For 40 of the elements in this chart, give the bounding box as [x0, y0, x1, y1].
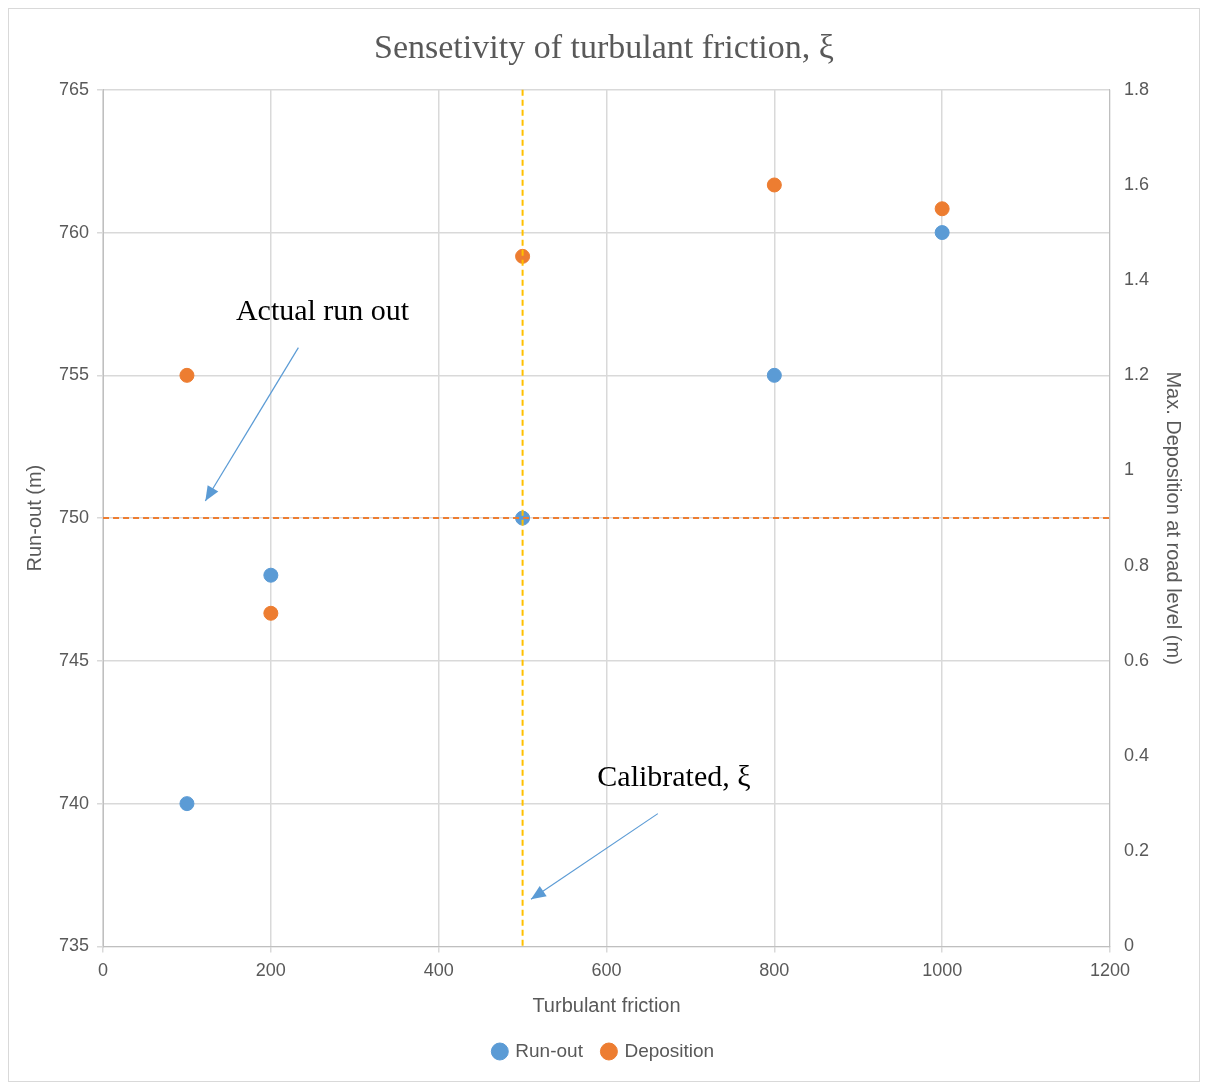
y2-tick-label: 0: [1123, 935, 1134, 956]
point: [263, 605, 279, 621]
annotation: Actual run out: [235, 293, 410, 327]
point: [179, 796, 195, 812]
y-tick-label: 760: [58, 221, 90, 242]
y2-tick-label: 0.8: [1123, 554, 1150, 575]
y2-tick-label: 1.4: [1123, 269, 1150, 290]
y2-tick-label: 1.8: [1123, 78, 1150, 99]
y-tick-label: 750: [58, 507, 90, 528]
y2-tick-label: 1: [1123, 459, 1134, 480]
legend-label: Deposition: [624, 1039, 715, 1061]
point: [766, 367, 782, 383]
point: [263, 567, 279, 583]
x-tick-label: 800: [759, 960, 790, 981]
x-tick-label: 0: [98, 960, 109, 981]
y2-axis-title: Max. Deposition at road level (m): [1163, 371, 1186, 665]
y2-tick-label: 1.6: [1123, 173, 1150, 194]
point: [934, 225, 950, 241]
y-tick-label: 745: [58, 649, 90, 670]
point: [934, 201, 950, 217]
y-axis-title: Run-out (m): [22, 464, 45, 572]
x-tick-label: 1000: [922, 960, 963, 981]
x-tick-label: 1200: [1089, 960, 1130, 981]
x-tick-label: 400: [423, 960, 454, 981]
y-tick-label: 755: [58, 364, 90, 385]
y2-tick-label: 1.2: [1123, 364, 1150, 385]
y2-tick-label: 0.4: [1123, 745, 1150, 766]
y-tick-label: 740: [58, 792, 90, 813]
chart-title: Sensetivity of turbulant friction, ξ: [374, 28, 834, 66]
y-tick-label: 765: [58, 78, 90, 99]
point: [179, 367, 195, 383]
x-tick-label: 200: [255, 960, 286, 981]
y-tick-label: 735: [58, 935, 90, 956]
legend-label: Run-out: [515, 1039, 584, 1061]
annotation: Calibrated, ξ: [597, 758, 751, 792]
y2-tick-label: 0.6: [1123, 649, 1150, 670]
x-tick-label: 600: [591, 960, 622, 981]
x-axis-title: Turbulant friction: [532, 993, 681, 1016]
point: [766, 177, 782, 193]
y2-tick-label: 0.2: [1123, 840, 1150, 861]
